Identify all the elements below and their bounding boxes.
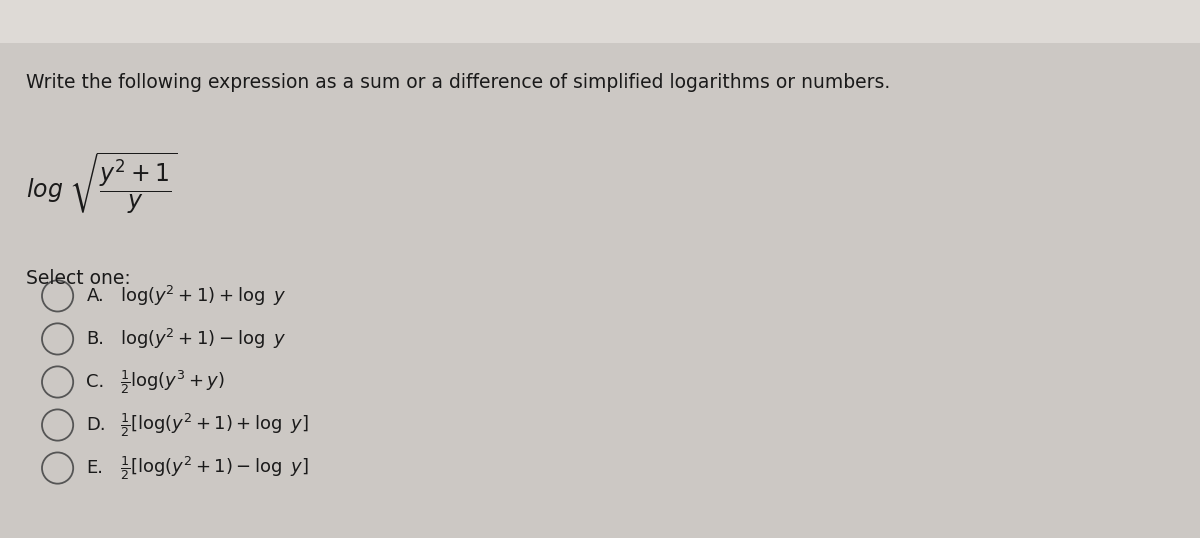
Text: B.: B. xyxy=(86,330,104,348)
Text: $\frac{1}{2}\log(y^3 + y)$: $\frac{1}{2}\log(y^3 + y)$ xyxy=(120,368,224,396)
Text: C.: C. xyxy=(86,373,104,391)
Text: $\frac{1}{2}[\log(y^2 + 1) + \log\ y]$: $\frac{1}{2}[\log(y^2 + 1) + \log\ y]$ xyxy=(120,411,308,439)
Text: $\frac{1}{2}[\log(y^2 + 1) - \log\ y]$: $\frac{1}{2}[\log(y^2 + 1) - \log\ y]$ xyxy=(120,454,308,482)
Text: Write the following expression as a sum or a difference of simplified logarithms: Write the following expression as a sum … xyxy=(26,73,890,91)
Bar xyxy=(0,0,1200,43)
Text: Select one:: Select one: xyxy=(26,269,131,288)
Text: $\mathit{log}\ \sqrt{\dfrac{y^2+1}{y}}$: $\mathit{log}\ \sqrt{\dfrac{y^2+1}{y}}$ xyxy=(26,151,179,216)
Text: $\log(y^2 + 1) + \log\ y$: $\log(y^2 + 1) + \log\ y$ xyxy=(120,284,286,308)
Text: D.: D. xyxy=(86,416,106,434)
Text: $\log(y^2 + 1) - \log\ y$: $\log(y^2 + 1) - \log\ y$ xyxy=(120,327,286,351)
Text: A.: A. xyxy=(86,287,104,305)
Text: E.: E. xyxy=(86,459,103,477)
